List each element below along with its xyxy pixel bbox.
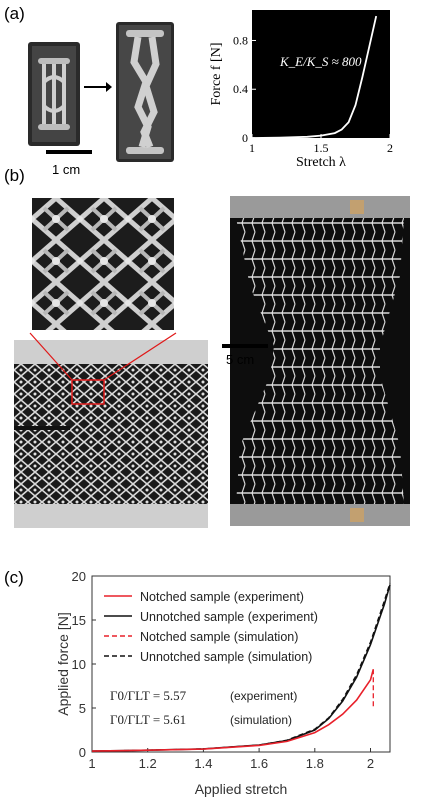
zoom-lines — [0, 0, 230, 425]
fabric-photo-stretched — [230, 196, 410, 526]
sample-photo-stretched — [116, 22, 174, 162]
chart-c-legend-label: Notched sample (experiment) — [140, 590, 304, 604]
scale-bar-b-label: 5 cm — [226, 352, 255, 367]
chart-a-plot-area — [252, 10, 390, 138]
chart-c-series-line — [91, 669, 375, 752]
chart-c-annotation-note: (experiment) — [230, 689, 297, 703]
sample-photo-unstretched — [28, 42, 80, 146]
chart-c-xtick-label: 1.2 — [139, 756, 157, 771]
chart-c-xtick-label: 1 — [88, 756, 95, 771]
chart-a: 1 1.5 2 0 0.4 0.8 K_E/K_S ≈ 800 Stretch λ For… — [209, 10, 393, 170]
chart-a-xtick-label: 2 — [387, 141, 393, 155]
panel-b-label: (b) — [4, 166, 25, 185]
chart-c-xlabel: Applied stretch — [195, 781, 288, 797]
chart-a-xtick-label: 1 — [249, 141, 255, 155]
arrow-icon — [84, 80, 112, 99]
chart-a-ylabel: Force f [N] — [209, 43, 224, 106]
chart-c-ytick-label: 5 — [79, 701, 86, 716]
chart-a-ytick-label: 0.8 — [233, 33, 248, 47]
chart-c-xtick-label: 1.6 — [250, 756, 268, 771]
chart-a-series-line — [251, 15, 378, 139]
chart-c-ylabel: Applied force [N] — [55, 612, 71, 716]
scale-bar-a — [46, 150, 92, 154]
chart-c-xtick-label: 2 — [367, 756, 374, 771]
chart-c-series-line — [91, 582, 391, 752]
chart-c-ytick-label: 20 — [72, 572, 86, 584]
chart-a-ytick-label: 0 — [242, 131, 248, 145]
chart-c-ytick-label: 15 — [72, 613, 86, 628]
chart-a-annotation: K_E/K_S ≈ 800 — [279, 54, 362, 69]
scale-bar-b — [222, 344, 268, 348]
chart-c-legend-label: Notched sample (simulation) — [140, 630, 298, 644]
chart-c-plot-area — [91, 575, 391, 753]
chart-c-annotation-ratio: Γ0/ΓLT = 5.57 — [110, 688, 187, 703]
fabric-zoom-inset — [30, 196, 176, 332]
chart-c-xtick-label: 1.8 — [306, 756, 324, 771]
chart-c-xtick-label: 1.4 — [194, 756, 212, 771]
panel-c-label: (c) — [4, 568, 24, 587]
chart-c-legend-label: Unnotched sample (experiment) — [140, 610, 318, 624]
chart-c-legend-label: Unnotched sample (simulation) — [140, 650, 312, 664]
chart-a-xlabel: Stretch λ — [296, 155, 346, 170]
chart-c-ytick-label: 10 — [72, 657, 86, 672]
scale-bar-a-label: 1 cm — [52, 162, 81, 177]
chart-a-ytick-label: 0.4 — [233, 82, 248, 96]
chart-c-annotation-note: (simulation) — [230, 713, 292, 727]
chart-c-ytick-label: 0 — [79, 745, 86, 760]
panel-a-label: (a) — [4, 4, 25, 23]
chart-c-annotation-ratio: Γ0/ΓLT = 5.61 — [110, 712, 186, 727]
chart-a-xtick-label: 1.5 — [314, 141, 329, 155]
